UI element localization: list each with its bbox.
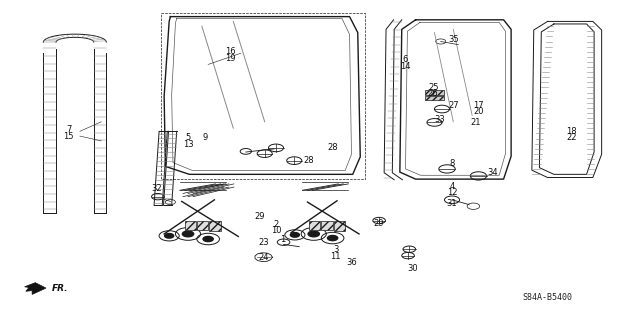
Text: 31: 31 xyxy=(447,199,457,208)
Text: 8: 8 xyxy=(449,159,455,168)
Text: 9: 9 xyxy=(202,133,208,142)
Text: 20: 20 xyxy=(473,107,484,116)
Bar xyxy=(334,221,345,231)
Bar xyxy=(309,220,320,230)
Text: FR.: FR. xyxy=(52,284,69,293)
Text: 35: 35 xyxy=(448,35,459,44)
Circle shape xyxy=(308,231,319,237)
Text: 23: 23 xyxy=(258,238,269,247)
Text: 13: 13 xyxy=(183,140,193,148)
Text: 27: 27 xyxy=(448,101,459,110)
Text: 6: 6 xyxy=(403,55,408,64)
Text: 34: 34 xyxy=(487,168,498,177)
Text: 16: 16 xyxy=(225,47,236,56)
Text: 21: 21 xyxy=(470,118,481,127)
Text: 4: 4 xyxy=(449,182,455,191)
Text: 7: 7 xyxy=(66,125,71,134)
Text: 18: 18 xyxy=(566,127,577,136)
Circle shape xyxy=(203,236,213,242)
Text: 30: 30 xyxy=(407,264,418,274)
Text: 25: 25 xyxy=(428,83,438,92)
Bar xyxy=(197,220,208,230)
Bar xyxy=(425,90,444,95)
Circle shape xyxy=(328,236,338,241)
Text: 22: 22 xyxy=(566,133,576,142)
Bar xyxy=(209,221,220,231)
Text: 14: 14 xyxy=(400,61,411,70)
Bar xyxy=(321,220,333,230)
Text: 3: 3 xyxy=(333,245,338,254)
Text: 29: 29 xyxy=(374,219,384,228)
Text: 5: 5 xyxy=(185,133,191,142)
Text: 10: 10 xyxy=(271,226,281,235)
Text: 2: 2 xyxy=(273,220,278,229)
Text: 24: 24 xyxy=(258,253,269,262)
Polygon shape xyxy=(25,283,46,294)
Text: 29: 29 xyxy=(255,212,265,221)
Text: 28: 28 xyxy=(304,156,314,164)
Text: 1: 1 xyxy=(280,235,285,244)
Circle shape xyxy=(182,231,193,237)
Text: 36: 36 xyxy=(346,258,357,267)
Text: 17: 17 xyxy=(473,101,484,110)
Text: 11: 11 xyxy=(331,252,341,261)
Text: 33: 33 xyxy=(434,115,445,124)
Circle shape xyxy=(290,233,299,237)
Bar xyxy=(185,220,196,230)
Text: 28: 28 xyxy=(328,143,338,152)
Text: 32: 32 xyxy=(151,184,162,193)
Text: 15: 15 xyxy=(64,132,74,141)
Text: 12: 12 xyxy=(447,188,457,197)
Text: 26: 26 xyxy=(428,89,438,98)
Text: 19: 19 xyxy=(225,53,236,62)
Circle shape xyxy=(164,234,174,238)
Bar xyxy=(425,96,444,100)
Text: S84A-B5400: S84A-B5400 xyxy=(523,293,573,302)
